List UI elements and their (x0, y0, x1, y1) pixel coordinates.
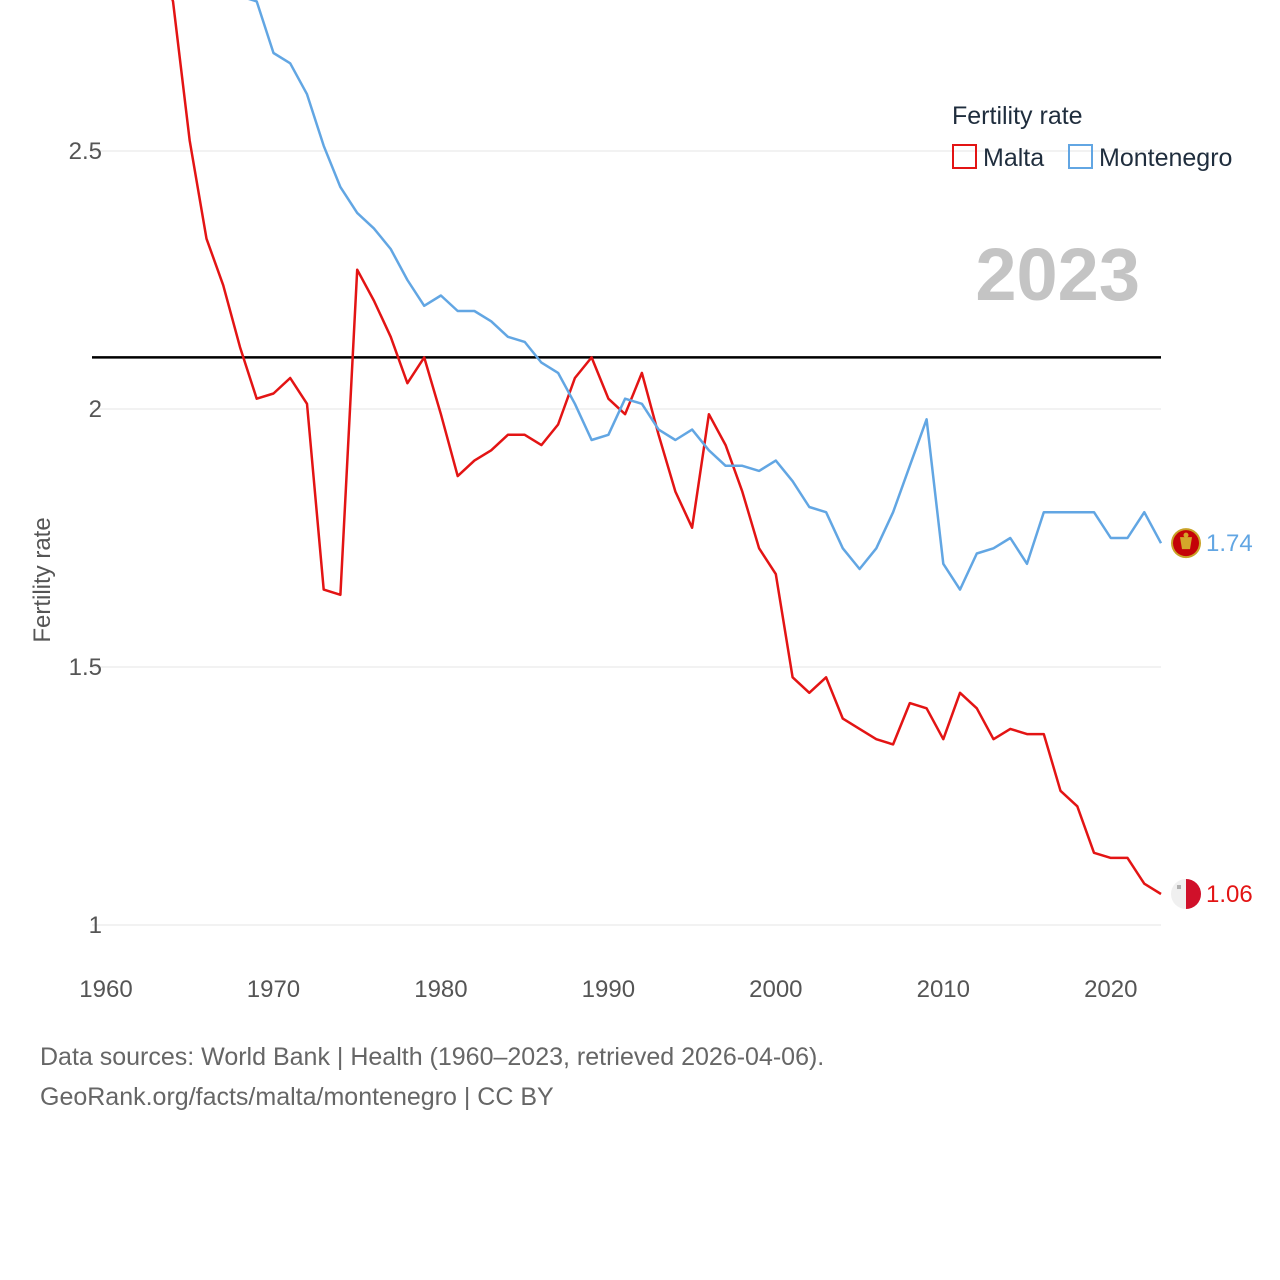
x-tick-label: 2010 (917, 976, 970, 1003)
series-line-malta (171, 0, 1162, 896)
malta-flag-icon (1171, 879, 1202, 910)
year-label: 2023 (975, 233, 1140, 316)
x-tick-label: 1990 (582, 976, 635, 1003)
series-lines (171, 0, 1163, 896)
end-markers: 1.06 1.74 (1171, 528, 1253, 910)
legend-swatch-montenegro (1068, 144, 1093, 169)
y-tick-label: 1.5 (69, 654, 102, 681)
y-axis-label: Fertility rate (29, 517, 56, 642)
legend-entry-malta[interactable]: Malta (952, 144, 1044, 172)
y-tick-label: 1 (89, 912, 102, 939)
montenegro-flag-icon (1171, 528, 1201, 559)
x-tick-label: 1980 (414, 976, 467, 1003)
legend-label-malta: Malta (983, 144, 1044, 172)
source-link[interactable]: GeoRank.org/facts/malta/montenegro | CC … (40, 1083, 554, 1111)
y-tick-label: 2 (89, 396, 102, 423)
series-line-montenegro (247, 0, 1163, 591)
x-tick-label: 2000 (749, 976, 802, 1003)
legend-label-montenegro: Montenegro (1099, 144, 1232, 172)
fertility-rate-chart: 11.522.533.51960197019801990200020102020… (29, 0, 1253, 1003)
data-source-note: Data sources: World Bank | Health (1960–… (40, 1043, 825, 1071)
legend: Fertility rate Malta Montenegro (952, 102, 1232, 172)
y-tick-label: 2.5 (69, 138, 102, 165)
end-value-label-malta: 1.06 (1206, 881, 1253, 908)
legend-title: Fertility rate (952, 102, 1083, 130)
grid (92, 150, 1161, 926)
legend-swatch-malta (952, 144, 977, 169)
legend-entry-montenegro[interactable]: Montenegro (1068, 144, 1232, 172)
x-tick-label: 1970 (247, 976, 300, 1003)
x-tick-label: 2020 (1084, 976, 1137, 1003)
x-tick-label: 1960 (79, 976, 132, 1003)
end-value-label-montenegro: 1.74 (1206, 530, 1253, 557)
